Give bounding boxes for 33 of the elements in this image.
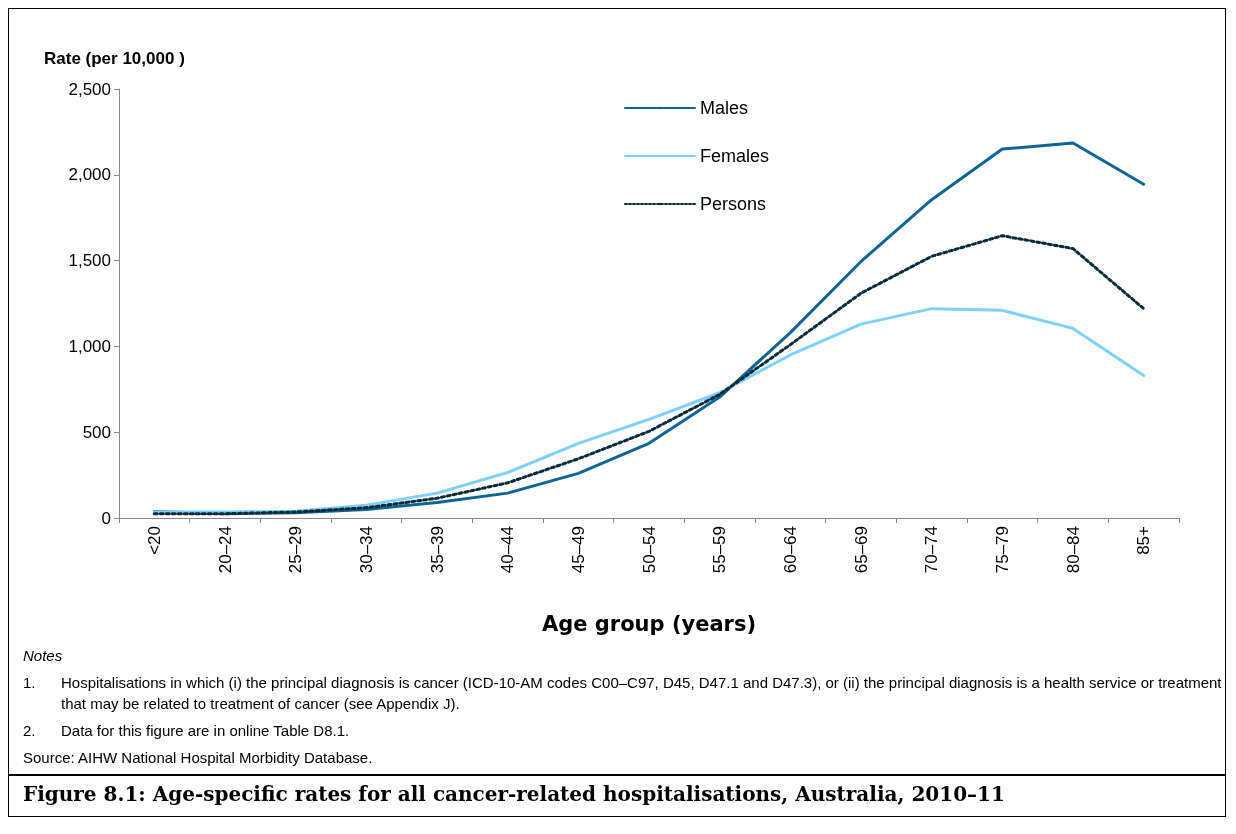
text: Figure 8.1: Age-specific rates for all cancer-related hospitalisations, Australia, 2010–11 — [9, 774, 1225, 816]
x-tick-label: 35–39 — [427, 526, 447, 574]
y-tick-label: 0 — [101, 508, 111, 528]
legend-label: Persons — [700, 194, 767, 214]
x-tick-label: 60–64 — [780, 526, 800, 574]
x-tick-label: 25–29 — [286, 526, 306, 574]
text: Notes — [23, 646, 64, 666]
y-axis-title: Rate (per 10,000 ) — [44, 49, 185, 68]
legend-label: Males — [700, 98, 749, 118]
legend-label: Females — [700, 146, 770, 166]
x-tick-label: 85+ — [1134, 525, 1154, 555]
text: 1. Hospitalisations in which (i) the principal diagnosis is cancer (ICD-10-AM codes C00–C97, D45, D47.1 and D47.3), or (ii) the principal diagnosis is a health service or treatment that may be related to treatment of cancer (see Appendix J). — [23, 674, 1222, 712]
line-series — [152, 307, 1146, 514]
x-tick-label: 55–59 — [710, 526, 730, 574]
x-tick-label: 80–84 — [1063, 526, 1083, 574]
y-tick-label: 1,500 — [68, 251, 111, 271]
y-tick-label: 500 — [82, 422, 111, 442]
text: 2. Data for this figure are in online Table D8.1. — [23, 722, 350, 739]
x-tick-label: 45–49 — [568, 526, 588, 574]
x-tick-label: 65–69 — [851, 526, 871, 574]
x-tick-label: 70–74 — [922, 526, 942, 574]
x-tick-label: 50–54 — [639, 526, 659, 574]
x-tick-label: 75–79 — [992, 526, 1012, 574]
x-tick-label: 30–34 — [356, 526, 376, 574]
source-note: Source: AIHW National Hospital Morbidity Database. — [23, 748, 374, 768]
y-tick-label: 2,000 — [68, 165, 111, 185]
line-series — [152, 234, 1146, 516]
y-tick-label: 1,000 — [68, 336, 111, 356]
x-axis-title: Age group (years) — [541, 611, 757, 636]
x-tick-label: <20 — [144, 526, 164, 555]
x-tick-label: 20–24 — [215, 526, 235, 574]
y-tick-label: 2,500 — [68, 79, 111, 99]
x-tick-label: 40–44 — [498, 526, 518, 574]
